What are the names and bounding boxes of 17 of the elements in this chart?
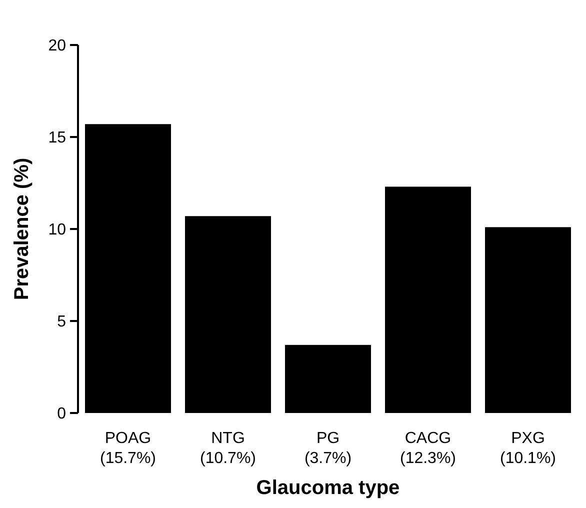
y-tick-label: 20	[48, 38, 66, 55]
x-tick-label: POAG (15.7%)	[100, 430, 156, 467]
y-tick-label: 0	[57, 406, 66, 423]
bar	[485, 227, 571, 413]
y-tick-label: 5	[57, 314, 66, 331]
x-axis-title: Glaucoma type	[256, 477, 400, 499]
x-tick-label: PG (3.7%)	[304, 430, 352, 467]
y-axis-title: Prevalence (%)	[11, 158, 33, 300]
bar	[385, 186, 471, 413]
x-tick-label: PXG (10.1%)	[500, 430, 556, 467]
x-tick-label: CACG (12.3%)	[400, 430, 456, 467]
y-tick-label: 15	[48, 130, 66, 147]
x-tick-label: NTG (10.7%)	[200, 430, 256, 467]
y-tick-label: 10	[48, 222, 66, 239]
bar	[85, 124, 171, 413]
bar	[285, 344, 371, 413]
bar	[185, 216, 271, 413]
